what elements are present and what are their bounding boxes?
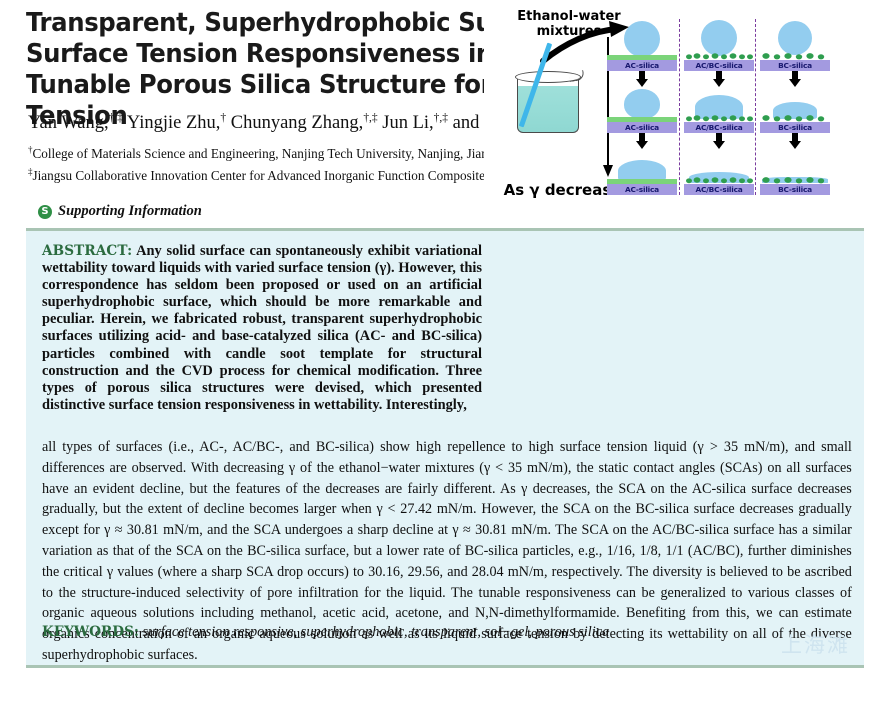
panel-divider-1 — [679, 19, 680, 195]
down-arrow-icon — [636, 133, 648, 149]
silica-texture — [607, 117, 677, 122]
panel-column-ac-silica: AC-silica AC-silica AC-silica — [607, 15, 677, 197]
panel-cell: AC/BC-silica — [684, 139, 754, 195]
substrate-label: BC-silica — [778, 185, 812, 194]
watermark: 上海滩 — [781, 633, 850, 657]
down-arrow-icon — [789, 133, 801, 149]
down-arrow-icon — [713, 71, 725, 87]
supporting-information-icon: S — [38, 204, 52, 219]
panel-cell: BC-silica — [760, 15, 830, 71]
panel-divider-2 — [755, 19, 756, 195]
substrate-label: BC-silica — [778, 123, 812, 132]
keywords-row: KEYWORDS: surface tension responsive, su… — [42, 623, 860, 642]
substrate-label: AC-silica — [625, 123, 659, 132]
panel-cell: BC-silica — [760, 139, 830, 195]
abstract-column-text: Any solid surface can spontaneously exhi… — [42, 243, 482, 413]
abstract-heading: ABSTRACT: — [42, 243, 133, 259]
substrate-label: AC-silica — [625, 61, 659, 70]
affiliation-1-marker: † — [28, 144, 33, 155]
silica-texture — [607, 179, 677, 184]
panel-column-ac-bc-silica: AC/BC-silica AC/BC-silica — [684, 15, 754, 197]
down-arrow-icon — [789, 71, 801, 87]
panel-cell: BC-silica — [760, 77, 830, 133]
silica-texture — [686, 53, 753, 60]
silica-texture — [762, 115, 825, 122]
toc-graphic: Ethanol-water mixtures As γ decreases — [484, 6, 836, 203]
droplet-panel-grid: AC-silica AC-silica AC-silica — [607, 15, 830, 197]
silica-texture — [762, 177, 825, 184]
panel-cell: AC/BC-silica — [684, 15, 754, 71]
silica-texture — [686, 177, 753, 184]
affiliation-2-marker: ‡ — [28, 166, 33, 177]
abstract-column: ABSTRACT: Any solid surface can spontane… — [42, 243, 482, 414]
gamma-decrease-arrow-icon — [603, 37, 613, 177]
silica-texture — [762, 53, 825, 60]
substrate-label: AC/BC-silica — [695, 185, 743, 194]
panel-column-bc-silica: BC-silica BC-silica — [760, 15, 830, 197]
substrate-label: AC/BC-silica — [695, 123, 743, 132]
down-arrow-icon — [636, 71, 648, 87]
toc-graphic-canvas: Ethanol-water mixtures As γ decreases — [485, 7, 835, 202]
keywords-list: surface tension responsive, superhydroph… — [142, 624, 610, 640]
affiliation-1: †College of Materials Science and Engine… — [28, 144, 858, 162]
gamma-decreases-label: As γ decreases — [503, 181, 631, 199]
affiliation-1-text: College of Materials Science and Enginee… — [32, 146, 588, 161]
supporting-information-label: Supporting Information — [58, 203, 202, 219]
keywords-heading: KEYWORDS: — [42, 624, 139, 640]
silica-texture — [607, 55, 677, 60]
substrate-label: BC-silica — [778, 61, 812, 70]
silica-texture — [686, 115, 753, 122]
substrate-label: AC/BC-silica — [695, 61, 743, 70]
affiliation-2: ‡Jiangsu Collaborative Innovation Center… — [28, 166, 858, 184]
supporting-information-link[interactable]: S Supporting Information — [38, 203, 202, 220]
substrate-label: AC-silica — [625, 185, 659, 194]
panel-cell: AC-silica — [607, 139, 677, 195]
abstract-box: ABSTRACT: Any solid surface can spontane… — [26, 228, 864, 668]
panel-cell: AC-silica — [607, 15, 677, 71]
panel-cell: AC-silica — [607, 77, 677, 133]
panel-cell: AC/BC-silica — [684, 77, 754, 133]
affiliation-2-text: Jiangsu Collaborative Innovation Center … — [32, 168, 621, 183]
down-arrow-icon — [713, 133, 725, 149]
curved-arrow-icon — [540, 21, 629, 64]
abstract-body: all types of surfaces (i.e., AC-, AC/BC-… — [42, 439, 852, 663]
beaker-icon — [513, 42, 587, 135]
